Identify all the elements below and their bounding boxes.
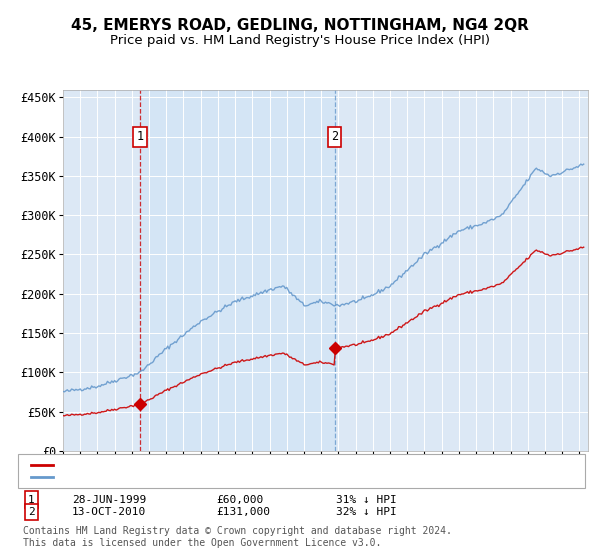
Text: Price paid vs. HM Land Registry's House Price Index (HPI): Price paid vs. HM Land Registry's House …	[110, 34, 490, 46]
Text: 45, EMERYS ROAD, GEDLING, NOTTINGHAM, NG4 2QR (detached house): 45, EMERYS ROAD, GEDLING, NOTTINGHAM, NG…	[56, 460, 443, 470]
Text: 1: 1	[28, 494, 35, 505]
Text: 28-JUN-1999: 28-JUN-1999	[72, 494, 146, 505]
Text: HPI: Average price, detached house, Gedling: HPI: Average price, detached house, Gedl…	[56, 472, 325, 482]
Text: £60,000: £60,000	[216, 494, 263, 505]
Text: 1: 1	[137, 130, 144, 143]
Text: £131,000: £131,000	[216, 507, 270, 517]
Text: Contains HM Land Registry data © Crown copyright and database right 2024.
This d: Contains HM Land Registry data © Crown c…	[23, 526, 452, 548]
Text: 2: 2	[331, 130, 338, 143]
Text: 45, EMERYS ROAD, GEDLING, NOTTINGHAM, NG4 2QR: 45, EMERYS ROAD, GEDLING, NOTTINGHAM, NG…	[71, 18, 529, 33]
Bar	[140, 90, 335, 451]
Text: 13-OCT-2010: 13-OCT-2010	[72, 507, 146, 517]
Text: 32% ↓ HPI: 32% ↓ HPI	[336, 507, 397, 517]
Text: 2: 2	[28, 507, 35, 517]
Text: 31% ↓ HPI: 31% ↓ HPI	[336, 494, 397, 505]
